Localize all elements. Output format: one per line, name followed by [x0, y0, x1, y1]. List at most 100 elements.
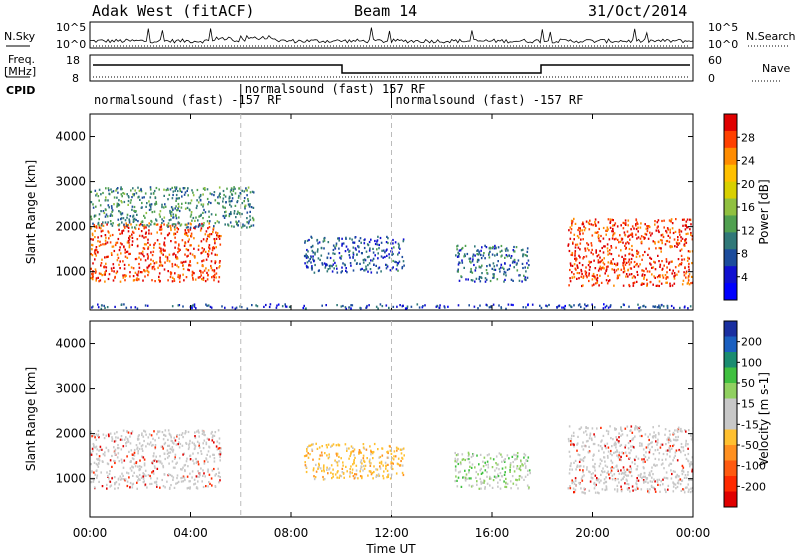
echo-cell	[338, 239, 340, 242]
echo-cell	[132, 267, 135, 270]
echo-cell	[387, 451, 389, 455]
echo-cell	[658, 304, 660, 307]
echo-cell	[131, 453, 134, 456]
echo-cell	[141, 433, 143, 437]
echo-cell	[169, 211, 171, 214]
echo-cell	[652, 486, 655, 489]
echo-cell	[611, 478, 614, 481]
echo-cell	[219, 459, 221, 462]
echo-cell	[142, 475, 145, 478]
echo-cell	[682, 466, 685, 469]
echo-cell	[639, 444, 641, 447]
echo-cell	[656, 284, 659, 287]
echo-cell	[100, 307, 103, 310]
echo-cell	[627, 235, 629, 238]
echo-cell	[321, 469, 323, 473]
echo-cell	[658, 424, 660, 428]
echo-cell	[218, 237, 221, 240]
echo-cell	[206, 188, 209, 191]
echo-cell	[524, 462, 526, 465]
echo-cell	[649, 474, 651, 477]
echo-cell	[504, 466, 507, 469]
echo-cell	[121, 195, 123, 198]
echo-cell	[658, 478, 660, 481]
echo-cell	[525, 306, 527, 309]
echo-cell	[130, 223, 132, 226]
echo-cell	[238, 187, 240, 190]
colorbar-step	[724, 383, 737, 399]
echo-cell	[169, 451, 172, 454]
echo-cell	[461, 259, 463, 262]
echo-cell	[324, 452, 326, 455]
echo-cell	[567, 487, 570, 490]
echo-cell	[683, 218, 685, 221]
echo-cell	[327, 252, 330, 255]
echo-cell	[319, 467, 322, 470]
echo-cell	[93, 478, 95, 481]
colorbar-step	[724, 336, 737, 353]
echo-cell	[143, 214, 145, 217]
echo-cell	[690, 463, 693, 466]
echo-cell	[125, 222, 127, 225]
echo-cell	[587, 451, 590, 454]
echo-cell	[311, 448, 313, 451]
echo-cell	[637, 251, 640, 254]
echo-cell	[595, 483, 597, 486]
echo-cell	[365, 306, 368, 309]
echo-cell	[521, 463, 523, 466]
echo-cell	[315, 442, 317, 445]
echo-cell	[207, 269, 210, 272]
echo-cell	[652, 266, 655, 269]
echo-cell	[477, 307, 479, 310]
echo-cell	[628, 468, 630, 472]
echo-cell	[195, 206, 198, 210]
echo-cell	[142, 279, 144, 282]
echo-cell	[205, 441, 208, 444]
echo-cell	[167, 188, 169, 191]
echo-cell	[348, 254, 351, 257]
echo-cell	[318, 457, 321, 461]
echo-cell	[98, 199, 100, 202]
echo-cell	[143, 439, 145, 443]
echo-cell	[144, 270, 146, 273]
echo-cell	[613, 232, 616, 235]
echo-cell	[177, 228, 180, 231]
echo-cell	[200, 227, 203, 230]
time-axis: 00:00 04:00 08:00 12:00 16:00 20:00 00:00	[73, 526, 711, 540]
echo-cell	[522, 248, 524, 251]
echo-cell	[133, 471, 135, 474]
echo-cell	[337, 237, 339, 240]
echo-cell	[476, 454, 478, 457]
echo-cell	[170, 448, 173, 451]
echo-cell	[512, 249, 515, 252]
echo-cell	[628, 305, 630, 308]
echo-cell	[304, 464, 307, 467]
echo-cell	[150, 477, 152, 480]
echo-cell	[622, 284, 625, 287]
echo-cell	[184, 260, 187, 263]
echo-cell	[197, 480, 199, 483]
echo-cell	[522, 266, 524, 270]
echo-cell	[183, 193, 186, 196]
echo-cell	[630, 273, 633, 276]
echo-cell	[497, 463, 500, 466]
echo-cell	[639, 475, 642, 478]
echo-cell	[649, 234, 652, 237]
echo-cell	[603, 245, 605, 248]
echo-cell	[616, 468, 619, 471]
echo-cell	[613, 271, 616, 274]
echo-cell	[677, 258, 680, 261]
echo-cell	[306, 254, 308, 258]
echo-cell	[351, 238, 353, 241]
power-data	[90, 186, 693, 310]
echo-cell	[94, 236, 96, 239]
echo-cell	[216, 232, 219, 235]
echo-cell	[208, 226, 211, 229]
echo-cell	[138, 227, 140, 230]
echo-cell	[438, 306, 441, 309]
echo-cell	[122, 274, 124, 277]
echo-cell	[526, 276, 529, 279]
echo-cell	[461, 246, 464, 250]
echo-cell	[352, 241, 354, 244]
echo-cell	[155, 186, 158, 190]
